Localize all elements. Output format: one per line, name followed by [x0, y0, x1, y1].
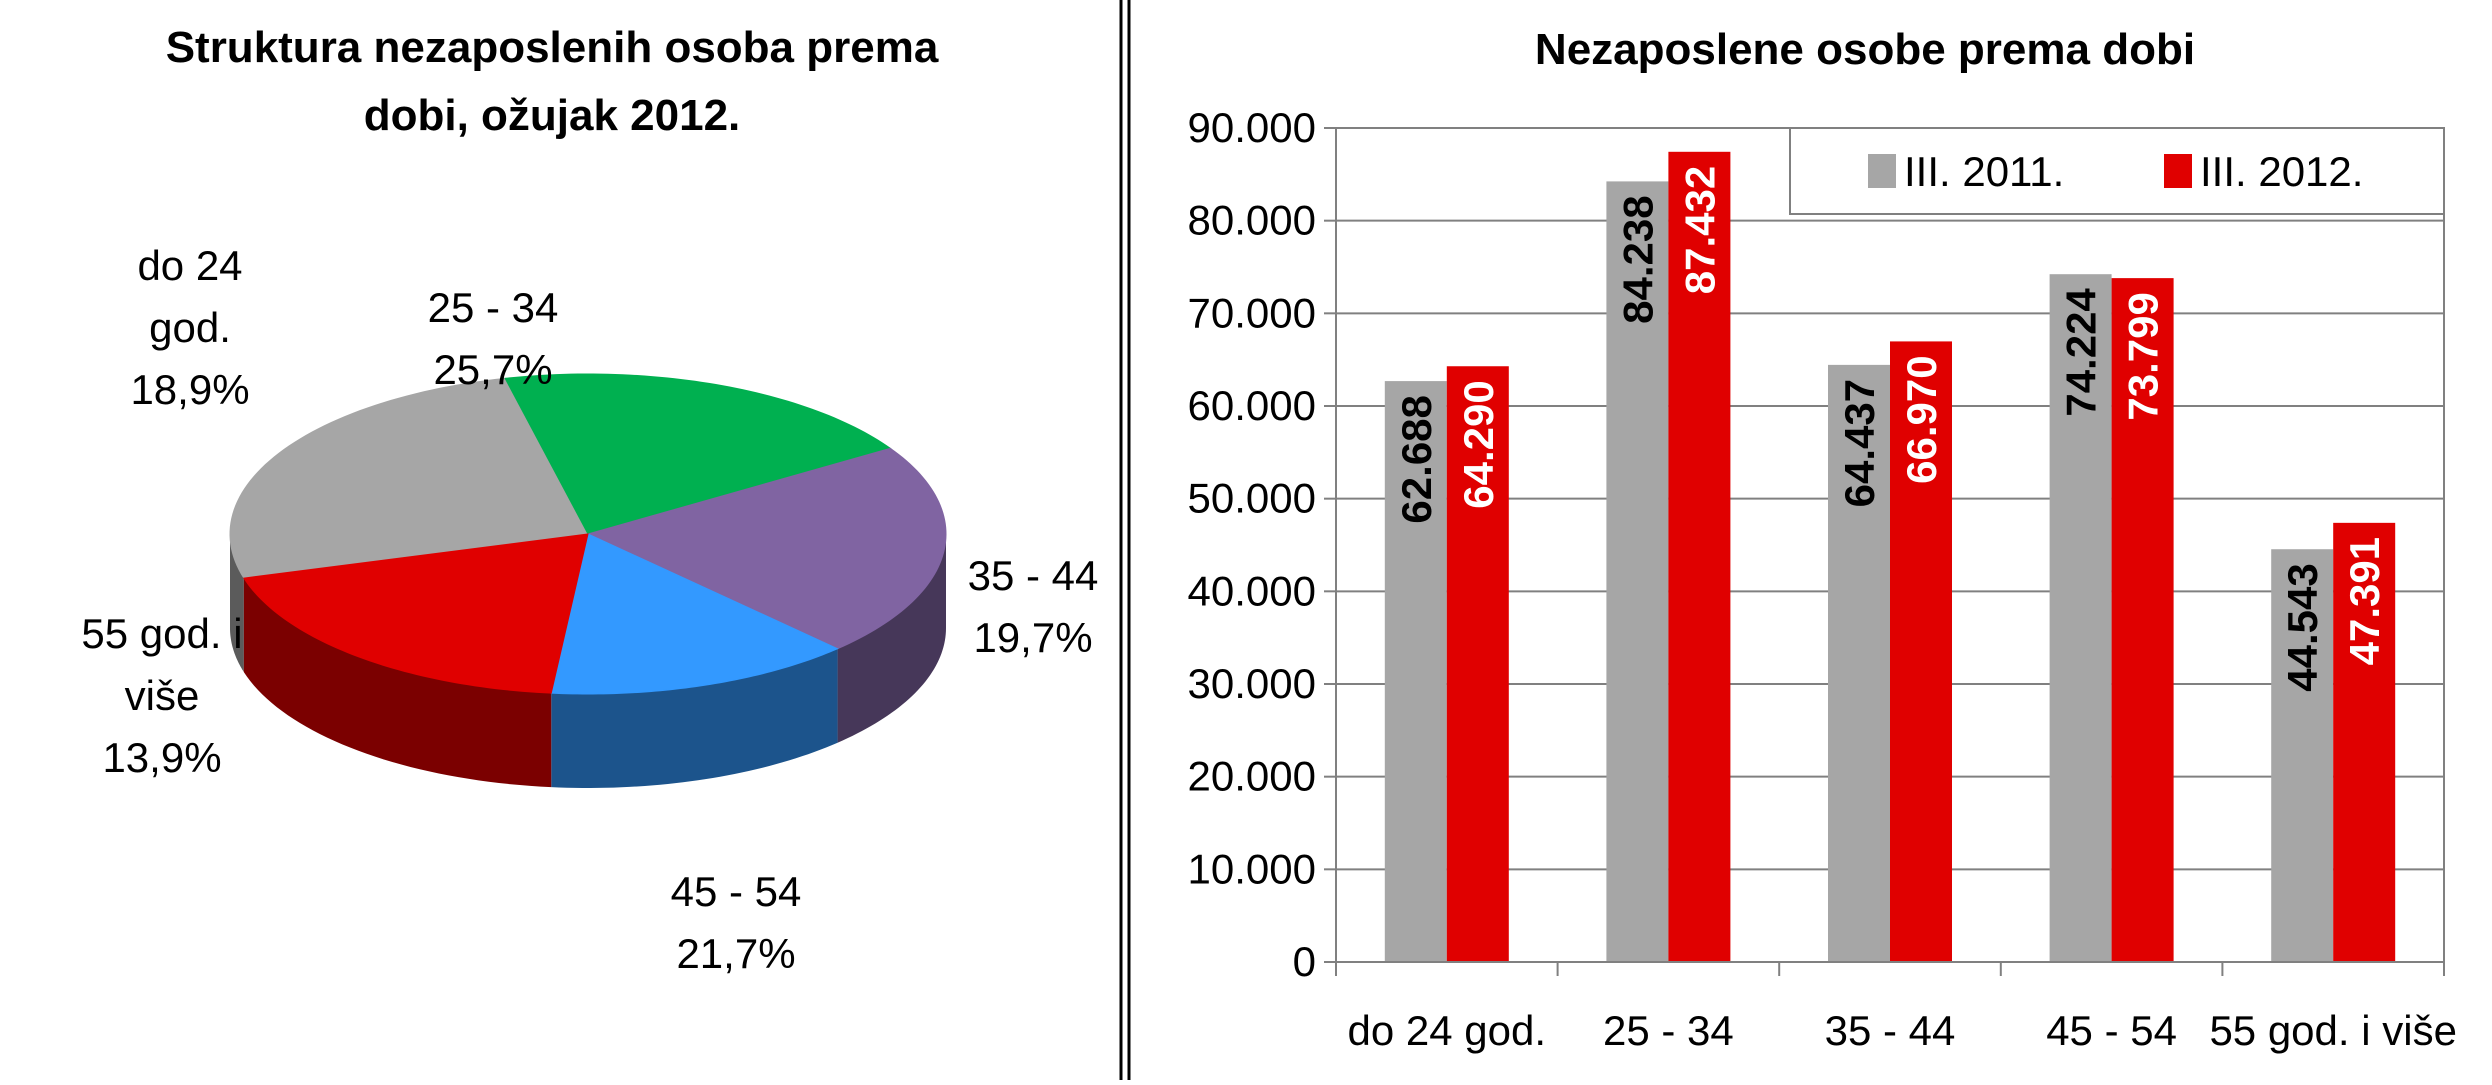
y-tick-label: 90.000 [1188, 104, 1316, 151]
legend: III. 2011. III. 2012. [1789, 127, 2445, 215]
pie-label-name-4: do 24 [137, 242, 242, 289]
pie-slice-0 [229, 377, 589, 579]
pie-label-name-1: 35 - 44 [968, 552, 1099, 599]
pie-label-value-2: 21,7% [676, 930, 795, 977]
y-tick-label: 80.000 [1188, 197, 1316, 244]
bar-chart: Nezaposlene osobe prema dobi 0 10.000 20.0… [1188, 25, 2457, 1054]
pie-label-value-3: 13,9% [102, 734, 221, 781]
bar-1-0 [1446, 366, 1509, 963]
pie-label-name-2: 45 - 54 [671, 868, 802, 915]
legend-box [1789, 127, 2445, 215]
bar-0-3 [2049, 274, 2112, 963]
y-tick-label: 50.000 [1188, 475, 1316, 522]
legend-swatch-1 [2164, 154, 2192, 188]
x-tick-label: 55 god. i više [2209, 1007, 2457, 1054]
pie-slice-4 [243, 533, 589, 694]
data-label-0-3: 74.224 [2058, 288, 2105, 417]
pie-side-3 [551, 648, 838, 788]
y-tick-label: 60.000 [1188, 382, 1316, 429]
pie-side-2 [837, 534, 946, 743]
pie-side-4 [243, 578, 552, 788]
y-tick-label: 10.000 [1188, 845, 1316, 892]
pie-subtitle: dobi, ožujak 2012. [364, 91, 741, 140]
x-tick-label: 25 - 34 [1603, 1007, 1734, 1054]
data-label-1-3: 73.799 [2120, 292, 2167, 420]
pie-label-name-0: 25 - 34 [428, 284, 559, 331]
pie-label-value-0: 25,7% [433, 346, 552, 393]
y-tick-label: 0 [1293, 938, 1316, 985]
pie-label-name-4: god. [149, 304, 231, 351]
y-tick-label: 40.000 [1188, 567, 1316, 614]
pie-side-0 [230, 534, 244, 673]
y-tick-label: 30.000 [1188, 660, 1316, 707]
pie-label-value-1: 19,7% [973, 614, 1092, 661]
legend-swatch-0 [1868, 154, 1896, 188]
data-label-0-0: 62.688 [1393, 395, 1440, 523]
data-label-1-4: 47.391 [2341, 537, 2388, 665]
y-tick-label: 70.000 [1188, 289, 1316, 336]
bar-0-2 [1828, 364, 1890, 962]
bar-1-1 [1668, 151, 1731, 962]
data-label-1-2: 66.970 [1898, 355, 1945, 483]
pie-label-name-3: 55 god. i [81, 610, 242, 657]
x-tick-label: do 24 god. [1348, 1007, 1547, 1054]
legend-label-1: III. 2012. [2200, 148, 2363, 195]
x-axis-ticks: do 24 god. 25 - 34 35 - 44 45 - 54 55 god. i… [1335, 961, 2457, 1054]
x-tick-label: 35 - 44 [1825, 1007, 1956, 1054]
pie-label-name-3: više [125, 672, 200, 719]
data-label-0-4: 44.543 [2279, 563, 2326, 691]
pie-slice-3 [550, 533, 839, 695]
x-tick-label: 45 - 54 [2046, 1007, 2177, 1054]
legend-label-0: III. 2011. [1904, 148, 2064, 195]
pie-title: Struktura nezaposlenih osoba prema [166, 23, 939, 72]
pie-side-walls [230, 534, 946, 788]
bar-1-2 [1890, 341, 1952, 962]
bar-0-4 [2271, 549, 2334, 962]
data-label-1-0: 64.290 [1455, 380, 1502, 508]
bar-1-3 [2111, 278, 2174, 962]
pie-slices [229, 373, 947, 695]
bar-0-1 [1606, 181, 1669, 962]
pie-labels: 25 - 34 25,7% 35 - 44 19,7% 45 - 54 21,7% 55 g… [81, 242, 1098, 977]
bar-1-4 [2333, 522, 2396, 962]
data-label-0-2: 64.437 [1836, 379, 1883, 507]
bars: 62.688 64.290 84.238 87.432 64.437 66.970 74.2… [1384, 151, 2396, 963]
bar-0-0 [1384, 381, 1447, 962]
pie-label-value-4: 18,9% [130, 366, 249, 413]
data-label-1-1: 87.432 [1676, 166, 1723, 294]
pie-slice-1 [504, 373, 892, 535]
pie-slice-2 [586, 447, 947, 650]
data-label-0-1: 84.238 [1614, 195, 1661, 323]
y-axis-ticks: 0 10.000 20.000 30.000 40.000 50.000 60.000 70.… [1188, 104, 1336, 985]
pie-chart: Struktura nezaposlenih osoba prema dobi,… [81, 23, 1098, 977]
y-tick-label: 20.000 [1188, 753, 1316, 800]
bar-title: Nezaposlene osobe prema dobi [1535, 25, 2195, 74]
